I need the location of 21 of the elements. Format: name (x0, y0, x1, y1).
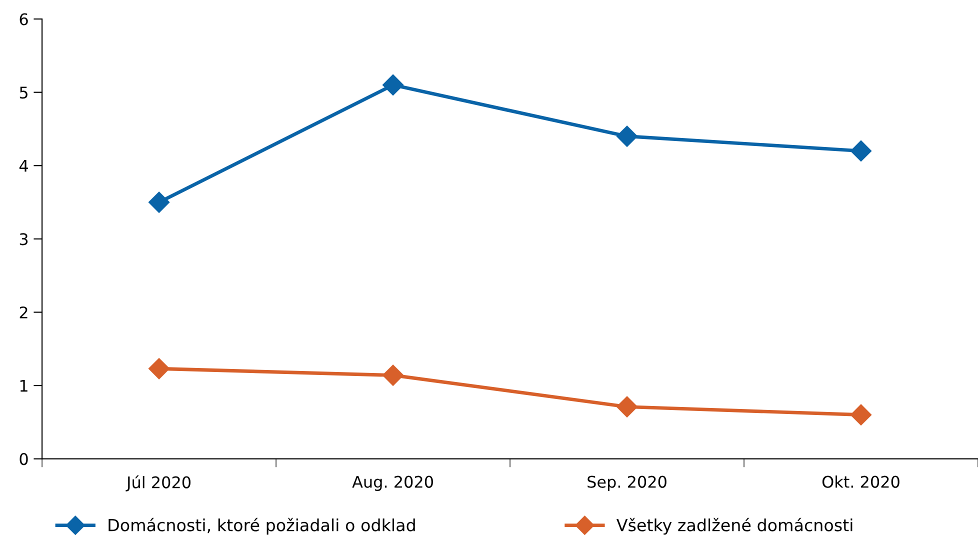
point (850, 140, 872, 162)
point (616, 126, 638, 147)
point (148, 192, 170, 213)
y-tick-label: 2 (20, 306, 28, 318)
x-tick-label: Okt. 2020 (822, 476, 900, 488)
y-tick-label: 3 (20, 233, 28, 246)
y-tick-label: 1 (20, 380, 28, 392)
y-tick-label: 4 (19, 160, 28, 172)
point (382, 74, 404, 96)
x-tick-label: Sep. 2020 (588, 476, 666, 491)
x-tick-label: Júl 2020 (126, 475, 190, 492)
point (850, 404, 872, 426)
point (382, 364, 404, 386)
y-tick-label: 6 (20, 13, 28, 26)
legend-label: Domácnosti, ktoré požiadali o odklad (108, 518, 415, 535)
y-tick-label: 0 (20, 453, 28, 466)
point (616, 396, 638, 418)
x-tick-label: Aug. 2020 (352, 476, 433, 491)
point (148, 358, 170, 380)
y-tick-label: 5 (20, 86, 28, 99)
legend-label: Všetky zadlžené domácnosti (616, 518, 852, 535)
